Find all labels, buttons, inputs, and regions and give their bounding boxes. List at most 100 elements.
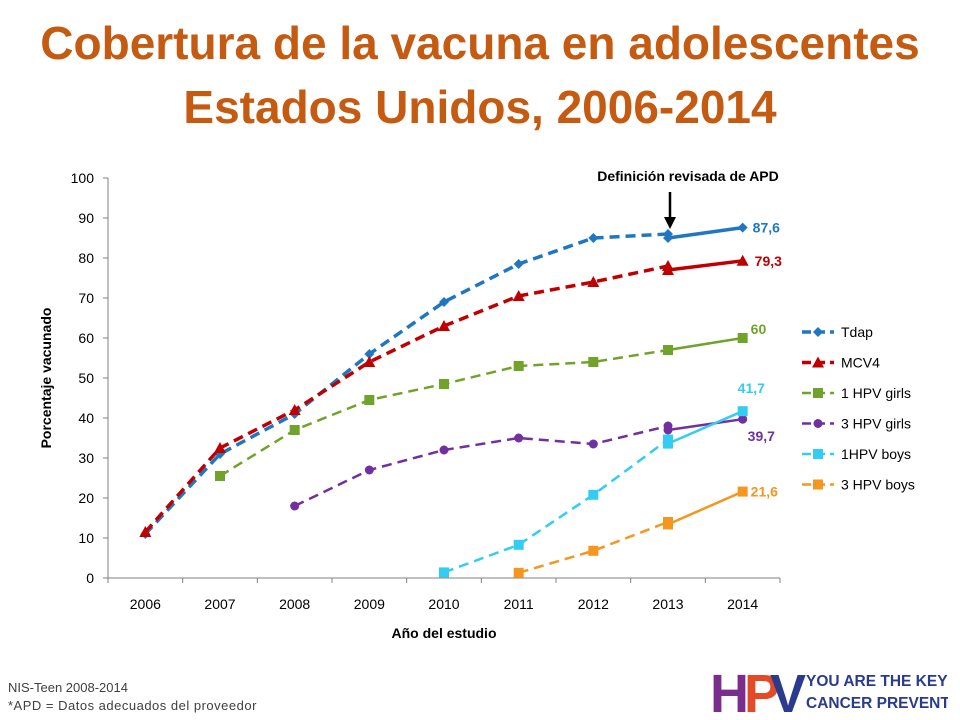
legend-label-3-hpv-boys: 3 HPV boys [841,477,915,493]
data-point-1hpv-boys [737,406,748,417]
series-line-solid-mcv4 [667,259,743,272]
series-line-solid-1hpv-boys [667,410,744,445]
y-tick-label: 0 [86,570,94,586]
data-point-mcv4 [438,320,450,331]
data-point-1-hpv-girls [663,345,673,355]
logo-tagline-2: CANCER PREVENTION [806,695,948,712]
x-tick-label: 2014 [727,596,758,612]
legend-marker-mcv4 [812,356,824,368]
x-tick-label: 2007 [204,596,235,612]
data-point-tdap [513,259,524,269]
data-point-3-hpv-girls [588,439,598,449]
y-axis-title: Porcentaje vacunado [38,308,54,449]
logo-letter-h: H [710,664,749,718]
y-tick-label: 80 [78,250,94,266]
x-tick-label: 2008 [279,596,310,612]
legend-marker-3-hpv-girls [813,419,823,428]
data-point-3-hpv-girls [514,433,524,443]
data-point-mcv4 [139,526,152,537]
legend-label-1-hpv-girls: 1 HPV girls [841,385,911,401]
data-point-1hpv-boys [588,489,599,500]
legend-label-1hpv-boys: 1HPV boys [841,446,911,462]
data-label-1-hpv-girls: 60 [751,321,767,337]
x-axis-title: Año del estudio [392,625,497,641]
data-label-3-hpv-girls: 39,7 [748,428,775,444]
footnote-apd: *APD = Datos adecuados del proveedor [8,698,257,713]
series-line-dashed-tdap [144,232,669,536]
footnote-source: NIS-Teen 2008-2014 [8,680,128,695]
data-point-1hpv-boys [663,438,673,449]
series-line-solid-3-hpv-boys [667,490,744,526]
page-subtitle: Estados Unidos, 2006-2014 [183,81,777,133]
logo-letter-p: P [744,664,780,718]
annotation-label: Definición revisada de APD [597,168,779,184]
logo-tagline-1: YOU ARE THE KEY TO [806,673,948,690]
x-tick-label: 2012 [578,596,609,612]
data-point-tdap [737,222,748,233]
y-tick-label: 60 [78,330,94,346]
y-tick-label: 50 [78,370,94,386]
series-line-dashed-1hpv-boys [443,438,669,574]
series-line-solid-1-hpv-girls [667,336,743,352]
data-point-tdap [663,233,673,243]
y-tick-label: 90 [78,210,94,226]
y-tick-label: 30 [78,450,94,466]
y-tick-label: 20 [78,490,94,506]
y-tick-label: 100 [71,170,95,186]
data-point-tdap [364,349,375,359]
data-point-1-hpv-girls [737,333,748,343]
series-line-dashed-3-hpv-boys [518,520,669,574]
legend-marker-3-hpv-boys [813,479,823,490]
data-point-3-hpv-boys [663,519,673,530]
x-tick-label: 2009 [354,596,385,612]
data-point-1-hpv-girls [439,379,449,389]
legend-label-mcv4: MCV4 [841,355,880,371]
x-tick-label: 2010 [428,596,459,612]
data-label-mcv4: 79,3 [755,253,782,269]
y-tick-label: 40 [78,410,94,426]
data-point-3-hpv-girls [364,465,374,475]
data-point-tdap [439,297,449,307]
data-point-3-hpv-girls [663,425,673,435]
x-tick-label: 2011 [504,596,534,612]
page-title: Cobertura de la vacuna en adolescentes [40,17,920,69]
series-line-solid-3-hpv-girls [667,417,743,432]
data-point-3-hpv-boys [588,545,599,556]
data-point-1-hpv-girls [289,425,300,435]
data-point-mcv4 [214,442,226,453]
series-line-dashed-3-hpv-girls [294,424,669,508]
data-point-mcv4 [512,290,525,301]
legend-marker-1hpv-boys [813,449,823,459]
x-tick-label: 2006 [130,596,161,612]
data-point-mcv4 [288,404,301,415]
data-label-3-hpv-boys: 21,6 [751,484,778,500]
legend-marker-1-hpv-girls [813,388,823,398]
data-point-1hpv-boys [513,539,524,550]
legend-label-3-hpv-girls: 3 HPV girls [841,416,911,432]
data-point-3-hpv-girls [290,501,300,511]
data-point-1-hpv-girls [364,395,375,405]
y-tick-label: 70 [78,290,94,306]
data-point-1-hpv-girls [215,471,225,481]
annotation-arrow-head [664,217,676,229]
data-label-1hpv-boys: 41,7 [738,380,765,396]
data-point-1-hpv-girls [513,361,524,371]
data-point-mcv4 [736,254,749,266]
data-point-3-hpv-boys [513,567,524,578]
series-line-solid-tdap [667,225,743,240]
logo-letter-v: V [770,664,806,718]
data-point-mcv4 [662,264,674,275]
data-point-3-hpv-girls [738,414,748,424]
data-point-mcv4 [363,356,376,367]
data-point-1-hpv-girls [588,357,599,367]
y-tick-label: 10 [78,530,94,546]
hpv-logo: H P V YOU ARE THE KEY TO CANCER PREVENTI… [710,664,948,718]
series-line-dashed-1-hpv-girls [219,348,669,478]
x-tick-label: 2013 [652,596,683,612]
legend-label-tdap: Tdap [841,324,873,340]
data-point-tdap [588,233,599,243]
data-label-tdap: 87,6 [753,220,780,236]
data-point-3-hpv-girls [439,445,449,455]
data-point-3-hpv-boys [737,486,748,497]
